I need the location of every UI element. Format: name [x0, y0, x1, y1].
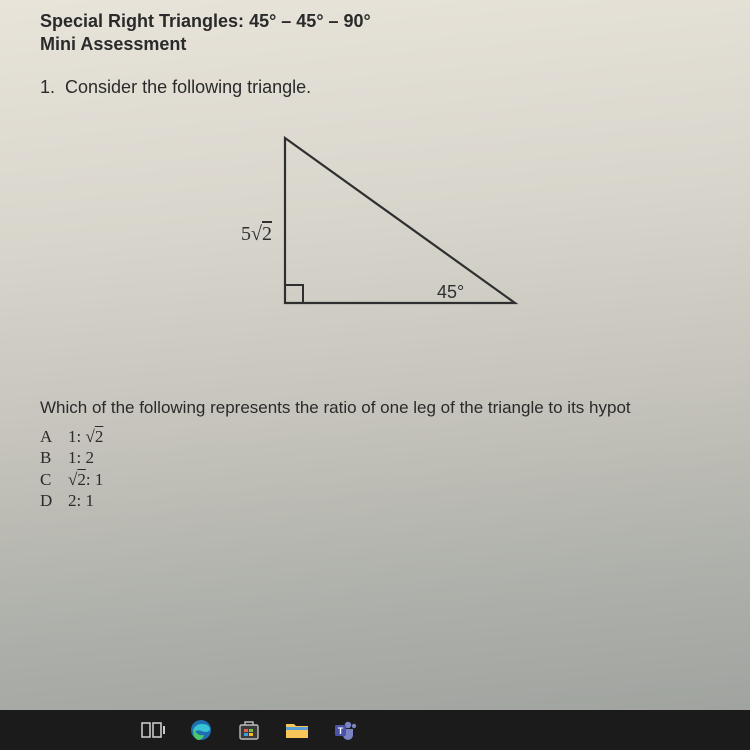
windows-taskbar[interactable]: T: [0, 710, 750, 750]
leg-label: 5√2: [241, 223, 272, 245]
choice-a[interactable]: A 1: √2: [40, 426, 710, 447]
explorer-icon[interactable]: [284, 717, 310, 743]
store-icon[interactable]: [236, 717, 262, 743]
right-angle-marker: [285, 285, 303, 303]
title-line: Special Right Triangles: 45° – 45° – 90°: [40, 10, 710, 33]
subtitle: Mini Assessment: [40, 33, 710, 56]
svg-text:T: T: [338, 726, 344, 736]
edge-icon[interactable]: [188, 717, 214, 743]
choice-letter: A: [40, 426, 54, 447]
choice-b[interactable]: B 1: 2: [40, 447, 710, 468]
question-text: Consider the following triangle.: [65, 77, 311, 97]
answer-choices: A 1: √2 B 1: 2 C √2: 1 D 2: 1: [0, 418, 750, 511]
triangle-svg: 5√2 45°: [195, 128, 555, 328]
worksheet-header: Special Right Triangles: 45° – 45° – 90°…: [0, 10, 750, 55]
triangle-figure: 5√2 45°: [0, 128, 750, 328]
task-view-icon[interactable]: [140, 717, 166, 743]
choice-text: √2: 1: [68, 469, 103, 490]
choice-letter: B: [40, 447, 54, 468]
choice-letter: D: [40, 490, 54, 511]
triangle-shape: [285, 138, 515, 303]
choice-text: 2: 1: [68, 490, 94, 511]
choice-d[interactable]: D 2: 1: [40, 490, 710, 511]
worksheet-page: Special Right Triangles: 45° – 45° – 90°…: [0, 0, 750, 750]
choice-letter: C: [40, 469, 54, 490]
question-prompt: Which of the following represents the ra…: [0, 398, 750, 418]
choice-text: 1: √2: [68, 426, 103, 447]
angle-label: 45°: [437, 282, 464, 302]
title-angles: 45° – 45° – 90°: [249, 11, 371, 31]
title-prefix: Special Right Triangles:: [40, 11, 249, 31]
question-number: 1.: [40, 77, 55, 97]
question-stem: 1. Consider the following triangle.: [0, 55, 750, 98]
choice-c[interactable]: C √2: 1: [40, 469, 710, 490]
choice-text: 1: 2: [68, 447, 94, 468]
teams-icon[interactable]: T: [332, 717, 358, 743]
